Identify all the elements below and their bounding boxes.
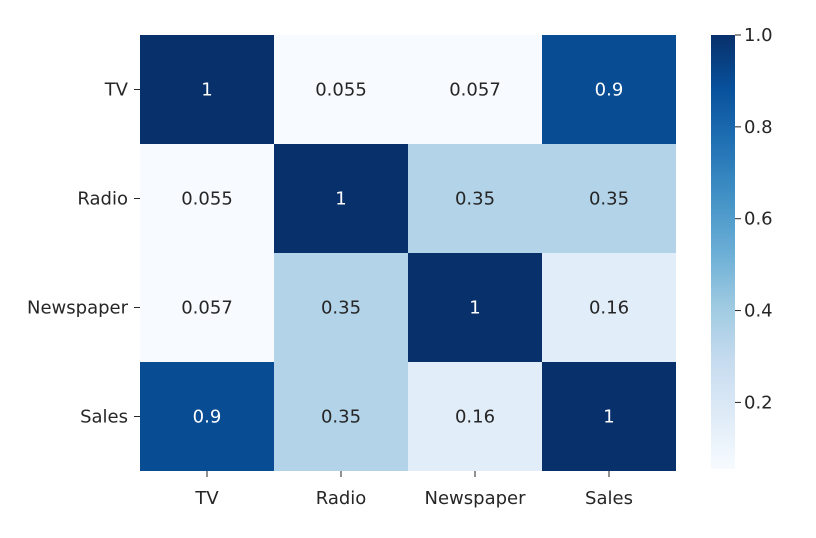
cell-annotation: 0.9: [193, 407, 222, 428]
heatmap-cell: [140, 35, 274, 144]
x-tick-label: TV: [194, 488, 219, 509]
cell-annotation: 1: [603, 407, 614, 428]
heatmap-cell: [542, 35, 676, 144]
cell-annotation: 0.35: [455, 189, 495, 210]
cell-annotation: 0.16: [455, 407, 495, 428]
cell-annotation: 0.35: [321, 407, 361, 428]
colorbar-tick-label: 0.4: [744, 301, 773, 322]
heatmap-cell: [408, 253, 542, 362]
colorbar-tick-label: 0.6: [744, 209, 773, 230]
heatmap-cell: [274, 362, 408, 471]
heatmap-cell: [542, 253, 676, 362]
cell-annotation: 0.35: [321, 298, 361, 319]
heatmap-cell: [140, 362, 274, 471]
heatmap-cell: [408, 35, 542, 144]
heatmap-cell: [140, 253, 274, 362]
y-tick-label: Newspaper: [27, 298, 129, 319]
y-tick-label: TV: [104, 80, 129, 101]
heatmap-cell: [274, 144, 408, 253]
heatmap-cell: [408, 144, 542, 253]
cell-annotation: 0.055: [181, 189, 233, 210]
heatmap-cell: [274, 253, 408, 362]
x-tick-label: Newspaper: [425, 488, 527, 509]
cell-annotation: 0.057: [449, 80, 501, 101]
heatmap-cell: [542, 144, 676, 253]
colorbar-tick-label: 0.2: [744, 392, 773, 413]
colorbar-tick-label: 0.8: [744, 117, 773, 138]
x-tick-label: Radio: [316, 488, 367, 509]
cell-annotation: 1: [201, 80, 212, 101]
heatmap-cell: [542, 362, 676, 471]
colorbar: [711, 35, 735, 469]
colorbar-tick-label: 1.0: [744, 25, 773, 46]
heatmap-cell: [408, 362, 542, 471]
heatmap-cell: [274, 35, 408, 144]
cell-annotation: 0.16: [589, 298, 629, 319]
cell-annotation: 0.055: [315, 80, 367, 101]
cell-annotation: 1: [335, 189, 346, 210]
cell-annotation: 0.9: [595, 80, 624, 101]
y-tick-label: Sales: [80, 407, 128, 428]
heatmap-cells: 1 0.055 0.057 0.9 0.055 1 0.35 0.35 0.057 0.35 1 0.…: [140, 35, 676, 471]
x-tick-label: Sales: [585, 488, 633, 509]
heatmap-cell: [140, 144, 274, 253]
cell-annotation: 0.057: [181, 298, 233, 319]
cell-annotation: 0.35: [589, 189, 629, 210]
cell-annotation: 1: [469, 298, 480, 319]
y-tick-label: Radio: [77, 189, 128, 210]
